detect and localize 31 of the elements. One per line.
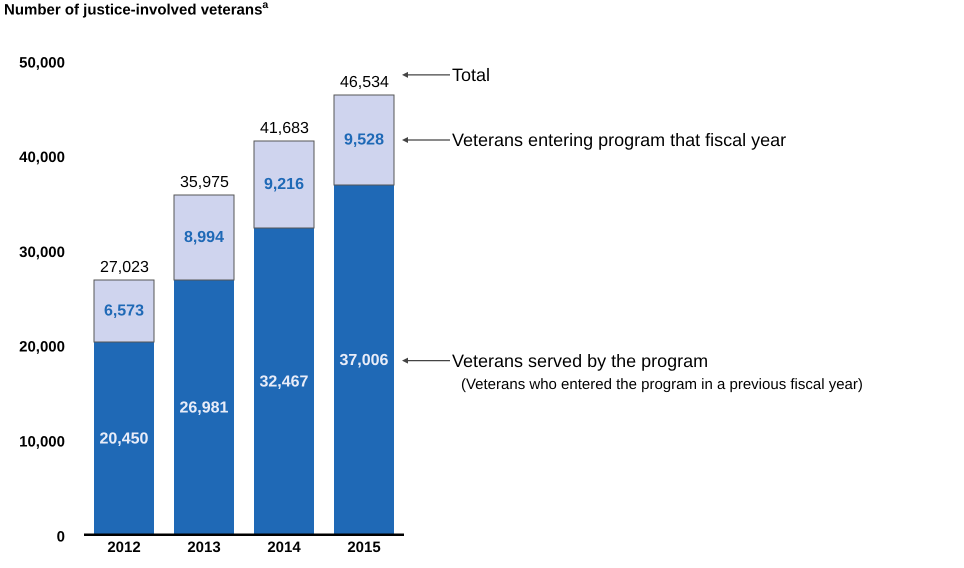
text: (Veterans who entered the program in a previous fiscal year) xyxy=(461,376,863,393)
y-tick-label: 20,000 xyxy=(19,338,65,356)
x-tick-label: 2015 xyxy=(347,539,381,556)
bar xyxy=(254,140,314,229)
total-label: 35,975 xyxy=(180,174,230,191)
text: Veterans entering program that fiscal year xyxy=(452,130,786,150)
y-tick-label: 30,000 xyxy=(19,244,65,261)
total-label: 46,534 xyxy=(340,74,390,91)
y-tick-label: 50,000 xyxy=(19,54,65,72)
total-label: 41,683 xyxy=(260,120,310,137)
y-tick-label: 0 xyxy=(56,528,65,546)
bar xyxy=(174,194,234,281)
x-tick-label: 2013 xyxy=(187,539,221,556)
bar xyxy=(334,94,394,186)
data-label: 9,528 xyxy=(344,132,384,149)
total-label: 27,023 xyxy=(100,259,150,276)
x-tick-label: 2012 xyxy=(107,539,141,556)
data-label: 20,450 xyxy=(99,430,149,448)
y-axis-title: Number of justice-involved veterans$^{a}$ xyxy=(4,0,268,18)
text: Veterans served by the program xyxy=(452,351,708,371)
data-label: 37,006 xyxy=(339,352,389,370)
bar xyxy=(94,279,154,343)
y-tick-label: 10,000 xyxy=(19,433,65,450)
data-label: 6,573 xyxy=(104,302,144,320)
data-label: 9,216 xyxy=(264,176,304,194)
data-label: 26,981 xyxy=(179,400,229,417)
data-label: 32,467 xyxy=(259,374,309,391)
text: Total xyxy=(452,65,490,85)
data-label: 8,994 xyxy=(184,229,224,246)
x-tick-label: 2014 xyxy=(267,539,302,556)
y-tick-label: 40,000 xyxy=(19,149,65,166)
